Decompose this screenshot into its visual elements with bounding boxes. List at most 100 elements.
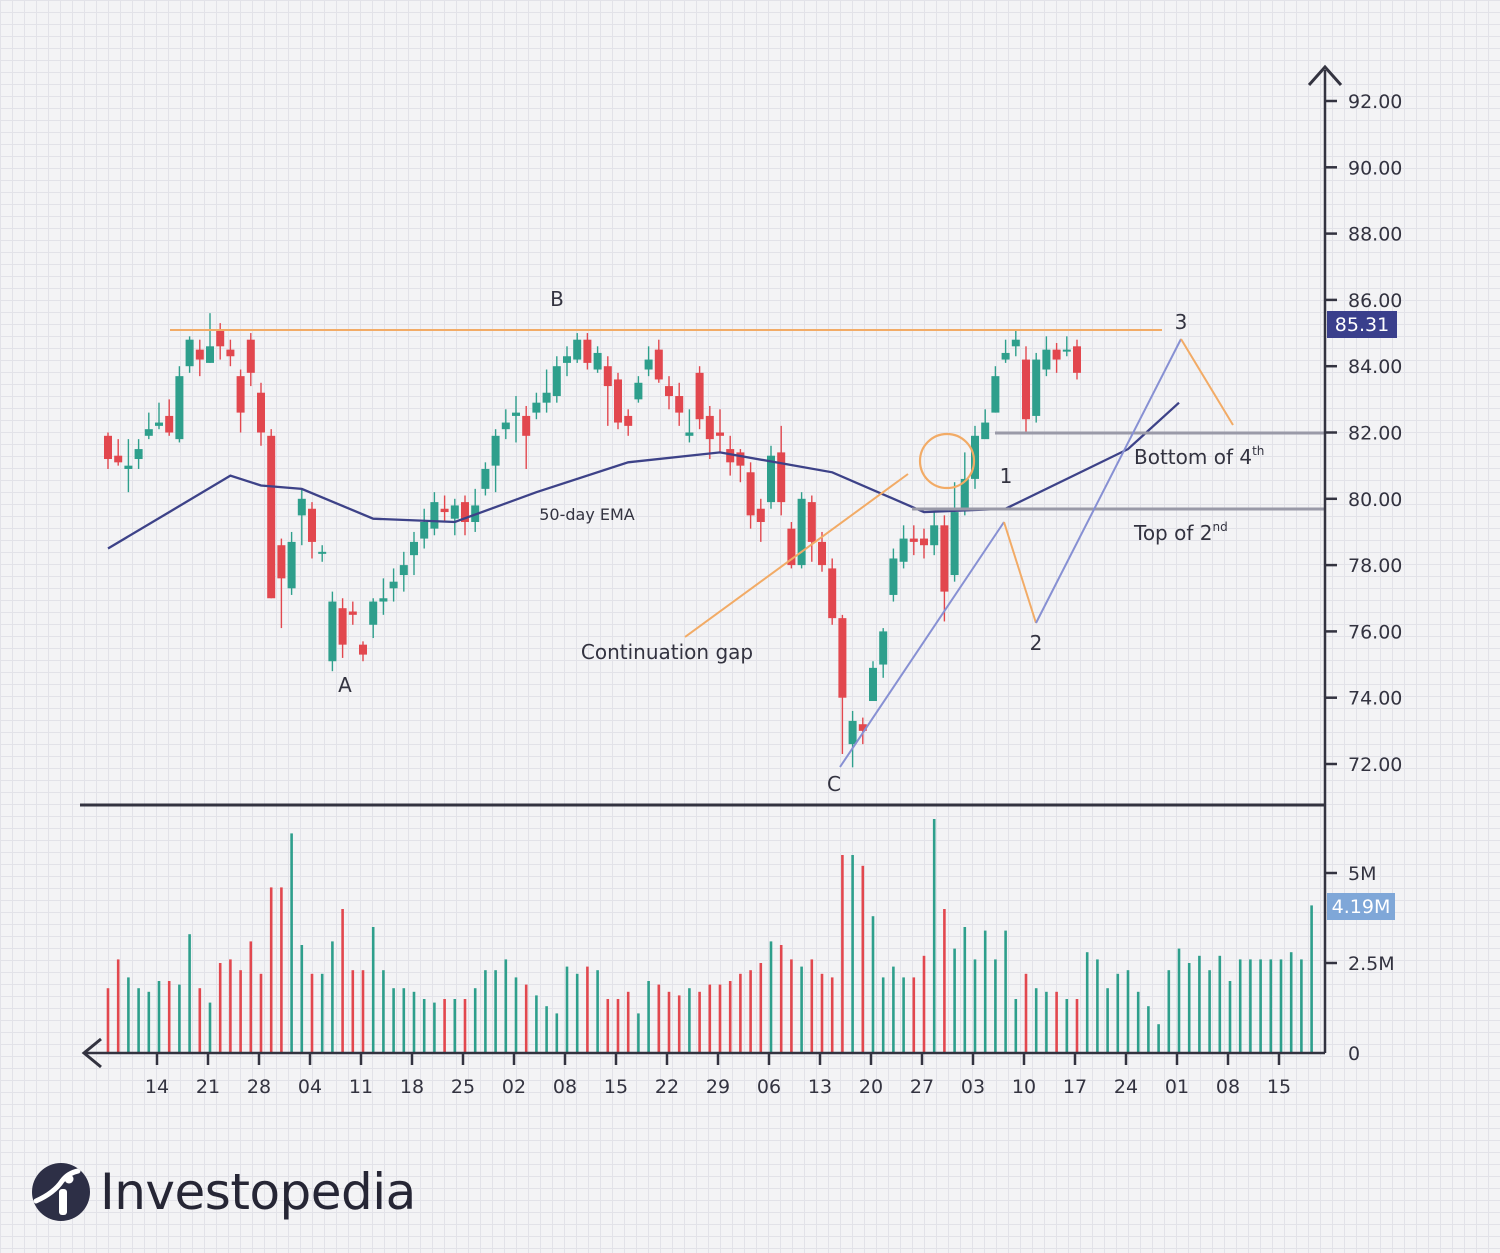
volume-bar	[402, 988, 406, 1053]
volume-bar	[484, 970, 487, 1053]
volume-bar	[1106, 988, 1109, 1053]
volume-bar	[739, 973, 742, 1053]
candle	[185, 336, 194, 373]
label-wave-2: 2	[1030, 631, 1043, 655]
candle-body	[1032, 359, 1041, 416]
volume-bar	[310, 973, 314, 1053]
candle	[1042, 336, 1051, 377]
volume-bar	[1014, 999, 1018, 1053]
candle	[471, 488, 480, 532]
time-tick-label: 15	[1267, 1076, 1291, 1098]
time-tick-label: 21	[196, 1076, 220, 1098]
volume-bar	[616, 999, 620, 1053]
wave-line-up	[839, 521, 1005, 768]
candle-body	[838, 618, 847, 698]
volume-bar	[769, 941, 773, 1053]
time-tick-label: 08	[553, 1076, 577, 1098]
candle-body	[175, 376, 184, 440]
volume-bar	[1269, 959, 1273, 1053]
candle-body	[297, 498, 306, 516]
candle-body	[644, 359, 653, 370]
time-tick-label: 15	[604, 1076, 628, 1098]
volume-bar	[229, 959, 232, 1053]
volume-bar	[586, 966, 589, 1053]
volume-bar	[269, 887, 273, 1053]
volume-bar	[626, 991, 630, 1053]
volume-bar	[779, 945, 783, 1053]
time-tick-label: 01	[1165, 1076, 1189, 1098]
volume-bar	[912, 977, 916, 1053]
candle	[756, 498, 765, 542]
volume-bar	[1055, 991, 1058, 1053]
volume-bar	[851, 855, 854, 1053]
volume-bar	[535, 995, 538, 1053]
volume-bar	[1024, 973, 1028, 1053]
label-wave-3: 3	[1175, 310, 1188, 334]
candle-body	[614, 379, 622, 423]
candle-body	[267, 435, 276, 599]
volume-bar	[1075, 999, 1079, 1053]
volume-bar	[881, 977, 885, 1053]
candle	[665, 376, 673, 410]
candle	[858, 717, 867, 745]
candle	[532, 392, 541, 420]
candle	[522, 405, 531, 469]
time-tick-label: 06	[757, 1076, 781, 1098]
candle	[308, 502, 316, 559]
wave-2-correction	[1003, 521, 1037, 624]
candle	[991, 366, 1000, 413]
time-tick-label: 20	[859, 1076, 883, 1098]
candle-body	[899, 538, 908, 562]
volume-bar	[943, 909, 946, 1053]
candle	[1022, 346, 1030, 433]
volume-bar	[1310, 905, 1313, 1053]
price-tick-label: 76.00	[1348, 621, 1402, 643]
candle	[716, 409, 724, 453]
candle	[726, 435, 735, 476]
volume-bar	[953, 948, 956, 1053]
volume-bar	[565, 966, 569, 1053]
volume-bar	[127, 977, 130, 1053]
label-b: B	[550, 287, 564, 311]
candle	[359, 641, 367, 662]
volume-bar	[1300, 959, 1303, 1053]
candle-body	[430, 502, 439, 529]
candle	[389, 568, 398, 602]
candle-body	[930, 525, 939, 546]
candle-body	[920, 538, 928, 546]
price-tick-label: 74.00	[1348, 688, 1402, 710]
volume-bar	[1126, 970, 1130, 1053]
volume-bar	[412, 991, 416, 1053]
investopedia-logo-icon	[32, 1163, 90, 1221]
candle	[675, 382, 684, 426]
volume-bar	[688, 988, 691, 1053]
candle	[909, 525, 918, 556]
volume-bar	[728, 981, 732, 1053]
volume-bar	[1136, 991, 1140, 1053]
volume-bar	[800, 966, 803, 1053]
candle	[1052, 342, 1061, 373]
candle	[950, 482, 959, 582]
candle	[869, 661, 877, 702]
candle-body	[828, 568, 837, 619]
candle	[501, 409, 510, 440]
label-wave-1: 1	[1000, 464, 1013, 488]
price-tick-label: 72.00	[1348, 754, 1402, 776]
candle	[787, 522, 796, 569]
candle-body	[308, 508, 316, 542]
last-volume-badge	[1327, 893, 1395, 920]
candle	[695, 366, 704, 430]
volume-bar	[249, 941, 253, 1053]
candle	[420, 508, 429, 549]
brand-logo: Investopedia	[32, 1163, 416, 1221]
volume-bar	[331, 941, 334, 1053]
candle-body	[144, 429, 153, 436]
candle-body	[1052, 349, 1061, 360]
candle	[155, 402, 163, 430]
volume-bar	[280, 887, 283, 1053]
volume-bar	[657, 984, 661, 1053]
candle-body	[185, 339, 194, 367]
candle	[328, 591, 337, 672]
volume-bar	[698, 991, 701, 1053]
candle-body	[909, 538, 918, 542]
